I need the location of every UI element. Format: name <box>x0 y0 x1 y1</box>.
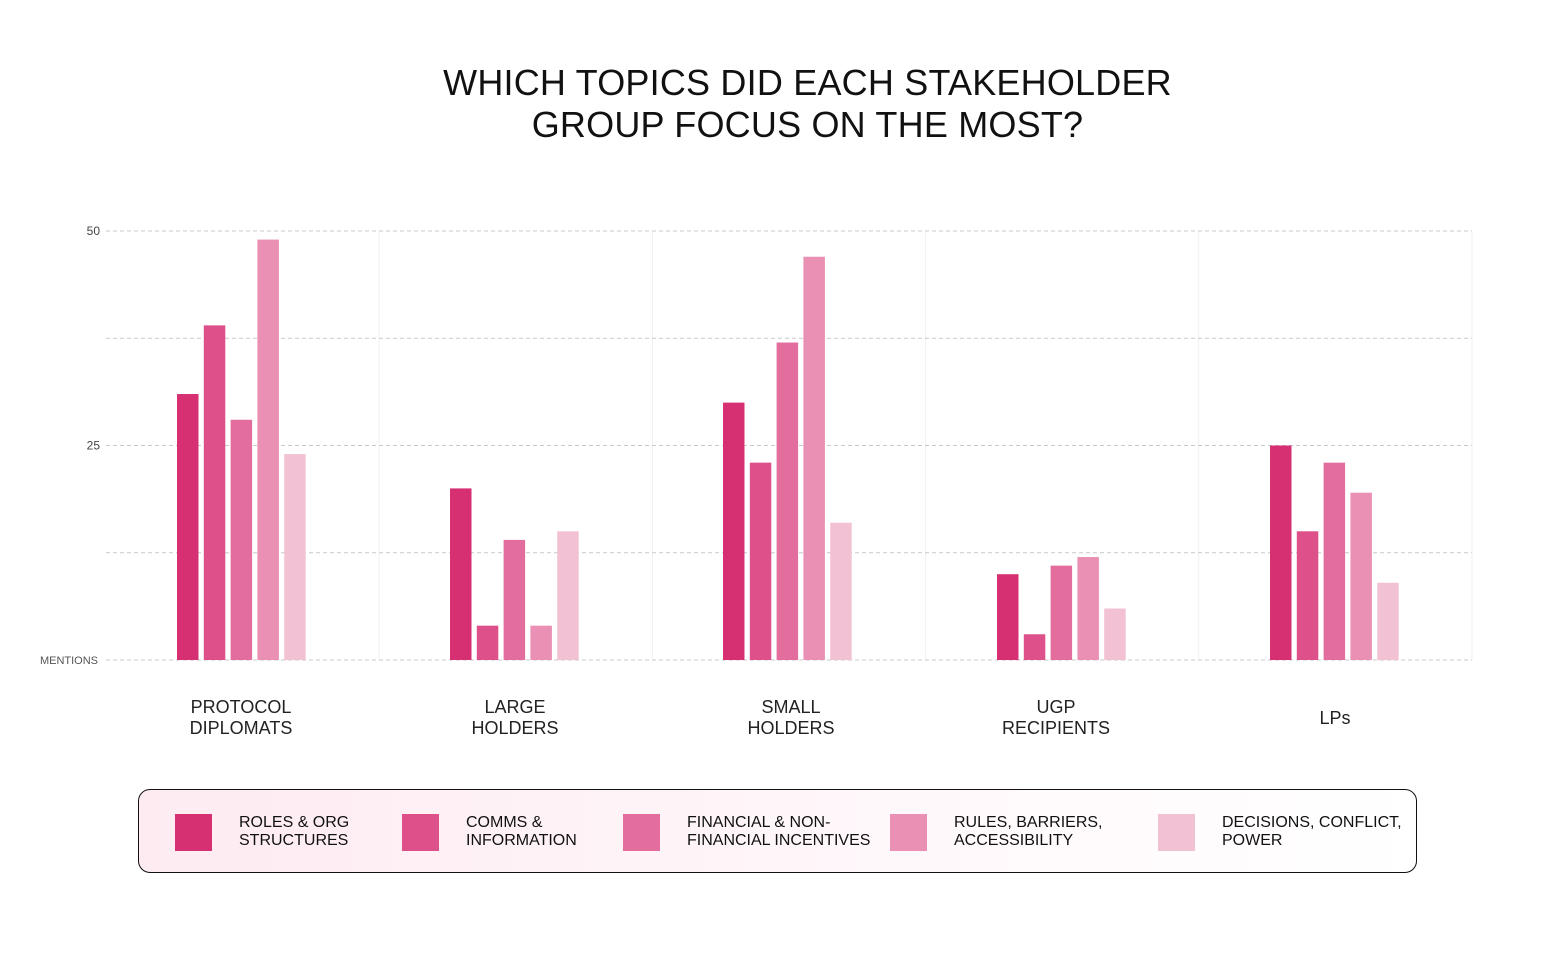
legend: ROLES & ORG STRUCTURES COMMS & INFORMATION F… <box>138 789 1417 873</box>
legend-label: DECISIONS, CONFLICT, POWER <box>1222 814 1402 849</box>
legend-item: COMMS & INFORMATION <box>402 790 577 874</box>
x-category-label: SMALL HOLDERS <box>747 697 834 738</box>
legend-item: FINANCIAL & NON- FINANCIAL INCENTIVES <box>623 790 870 874</box>
bar <box>1270 445 1292 660</box>
bar <box>1296 531 1319 660</box>
chart-title: WHICH TOPICS DID EACH STAKEHOLDER GROUP … <box>0 62 1557 146</box>
legend-item: ROLES & ORG STRUCTURES <box>175 790 349 874</box>
bar <box>803 256 825 660</box>
bar <box>1104 608 1126 660</box>
y-axis-tick-labels: 25 50 <box>87 224 101 453</box>
bar <box>530 625 552 660</box>
legend-item: DECISIONS, CONFLICT, POWER <box>1158 790 1402 874</box>
bar <box>830 522 852 660</box>
bar <box>997 574 1019 660</box>
bar <box>203 325 226 660</box>
bar <box>284 454 306 660</box>
bar <box>1050 565 1073 660</box>
x-category-label: LARGE HOLDERS <box>471 697 558 738</box>
legend-label: COMMS & INFORMATION <box>466 814 577 849</box>
bar <box>450 488 472 660</box>
legend-label: RULES, BARRIERS, ACCESSIBILITY <box>954 814 1103 849</box>
x-category-label: PROTOCOL DIPLOMATS <box>190 697 293 738</box>
bar <box>723 402 745 660</box>
legend-swatch <box>175 813 212 851</box>
bar <box>257 239 279 660</box>
bar <box>1350 492 1372 660</box>
bar <box>230 419 253 660</box>
legend-label: FINANCIAL & NON- FINANCIAL INCENTIVES <box>687 814 871 849</box>
legend-swatch <box>890 813 927 851</box>
bar <box>776 342 799 660</box>
bar <box>557 531 579 660</box>
legend-label: ROLES & ORG STRUCTURES <box>239 814 350 849</box>
bar <box>1077 557 1099 660</box>
bar <box>476 625 499 660</box>
y-tick-label: 25 <box>87 439 101 453</box>
bar <box>177 394 199 660</box>
legend-swatch <box>402 813 439 851</box>
bar <box>749 462 772 660</box>
legend-swatch <box>1158 813 1195 851</box>
x-category-label: LPs <box>1319 708 1350 728</box>
bar <box>1323 462 1346 660</box>
bar <box>1023 634 1046 660</box>
y-tick-label: 50 <box>87 224 101 238</box>
chart-title-line-2: GROUP FOCUS ON THE MOST? <box>531 104 1084 145</box>
chart-title-line-1: WHICH TOPICS DID EACH STAKEHOLDER <box>443 62 1172 103</box>
bar <box>503 539 526 660</box>
bar-chart: 25 50 MENTIONS PROTOCOL DIPLOMATS LARGE HOLD… <box>40 224 1473 738</box>
y-axis-label: MENTIONS <box>40 655 98 667</box>
x-category-label: UGP RECIPIENTS <box>1002 697 1110 738</box>
bars <box>177 239 1399 660</box>
legend-item: RULES, BARRIERS, ACCESSIBILITY <box>890 790 1102 874</box>
bar <box>1377 582 1399 660</box>
legend-swatch <box>623 813 660 851</box>
x-axis-category-labels: PROTOCOL DIPLOMATS LARGE HOLDERS SMALL HOLDER… <box>190 697 1351 738</box>
